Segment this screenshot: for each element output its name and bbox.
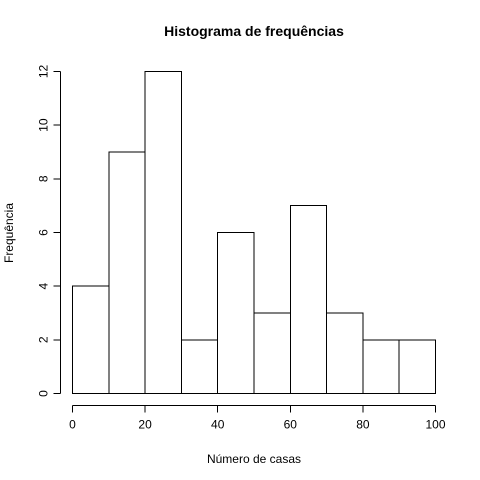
histogram-bar-0 xyxy=(72,285,110,394)
y-tick-label: 12 xyxy=(37,65,51,79)
y-tick-label: 4 xyxy=(37,283,51,290)
chart-title: Histograma de frequências xyxy=(164,23,344,39)
x-tick-label: 60 xyxy=(284,418,298,432)
x-axis: 0 20 40 60 80 100 xyxy=(69,405,446,432)
y-tick-label: 8 xyxy=(37,175,51,182)
histogram-bar-4 xyxy=(217,232,255,394)
histogram-bar-3 xyxy=(180,339,219,395)
histogram-bar-5 xyxy=(253,312,291,394)
histogram-bar-8 xyxy=(362,339,400,395)
y-axis-label: Frequência xyxy=(2,203,16,263)
histogram-bar-6 xyxy=(289,205,328,394)
y-tick-label: 2 xyxy=(37,336,51,343)
histogram-bar-1 xyxy=(108,151,146,394)
x-tick-label: 100 xyxy=(425,418,445,432)
histogram-bar-7 xyxy=(326,312,364,394)
bars-group xyxy=(72,71,437,395)
x-tick-label: 80 xyxy=(356,418,370,432)
histogram-bar-9 xyxy=(398,339,437,395)
x-axis-label: Número de casas xyxy=(207,452,301,466)
y-tick-label: 0 xyxy=(37,390,51,397)
y-axis: 0 2 4 6 8 10 12 xyxy=(37,65,61,397)
x-tick-label: 40 xyxy=(211,418,225,432)
x-tick-label: 20 xyxy=(138,418,152,432)
x-tick-label: 0 xyxy=(69,418,76,432)
y-tick-label: 10 xyxy=(37,118,51,132)
histogram-bar-2 xyxy=(144,71,182,394)
y-tick-label: 6 xyxy=(37,229,51,236)
